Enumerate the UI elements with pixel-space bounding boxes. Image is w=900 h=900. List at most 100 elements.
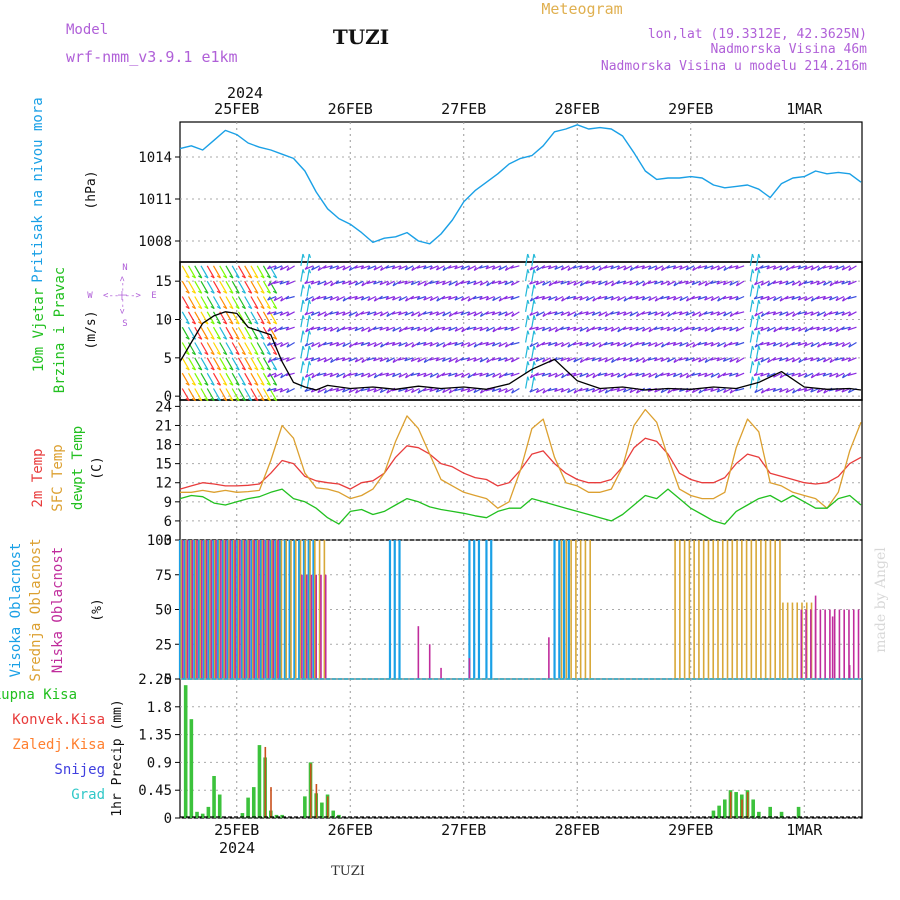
- wind-arrow-head: [266, 310, 271, 315]
- wind-arrow-head: [772, 311, 777, 316]
- wind-arrow: [766, 341, 776, 346]
- wind-arrow-head: [604, 372, 608, 377]
- wind-arrow: [485, 387, 495, 392]
- wind-arrow: [336, 265, 345, 270]
- wind-arrow-head: [735, 282, 739, 287]
- wind-arrow: [541, 265, 551, 269]
- wind-arrow-head: [753, 295, 758, 300]
- wind-arrow-head: [835, 373, 839, 378]
- wind-arrow-head: [554, 342, 558, 347]
- wind-arrow-head: [286, 388, 290, 393]
- wind-arrow-head: [222, 306, 228, 310]
- wind-arrow: [767, 326, 776, 332]
- wind-arrow: [466, 280, 476, 285]
- temp-tick-label-5: 18: [155, 438, 172, 454]
- wind-arrow: [698, 357, 707, 363]
- wind-arrow-head: [810, 311, 814, 316]
- wind-arrow: [250, 388, 259, 401]
- wind-arrow-head: [341, 280, 346, 285]
- wind-arrow: [729, 357, 739, 363]
- wind-arrow-head: [380, 266, 384, 271]
- wind-arrow-head: [529, 280, 533, 285]
- wind-arrow-head: [673, 327, 677, 332]
- wind-arrow-head: [266, 382, 271, 386]
- wind-arrow: [673, 295, 682, 301]
- wind-arrow-head: [772, 342, 777, 347]
- wind-arrow-head: [816, 388, 820, 393]
- wind-arrow: [623, 280, 632, 285]
- wind-arrow: [250, 311, 259, 325]
- wind-arrow: [561, 265, 570, 271]
- wind-arrow: [485, 372, 495, 378]
- wind-arrow: [673, 326, 682, 332]
- wind-arrow-head: [779, 388, 783, 393]
- wind-arrow: [529, 387, 539, 393]
- wind-arrow-head: [654, 266, 658, 271]
- wind-tick-label-0: 0: [164, 389, 172, 405]
- wind-arrow: [200, 388, 209, 401]
- coordinates: lon,lat (19.3312E, 42.3625N): [648, 27, 867, 42]
- wind-arrow-head: [210, 321, 215, 325]
- wind-arrow-head: [510, 296, 514, 300]
- wind-arrow-head: [660, 357, 664, 362]
- wind-arrow: [244, 357, 253, 371]
- wind-arrow-head: [542, 389, 546, 394]
- wind-arrow-head: [785, 281, 789, 286]
- wind-arrow: [735, 372, 745, 378]
- wind-arrow-head: [766, 327, 771, 332]
- wind-arrow: [660, 295, 670, 300]
- wind-arrow-head: [429, 328, 434, 333]
- wind-arrow: [797, 311, 807, 315]
- compass-vertical: <--|-->: [118, 275, 128, 314]
- wind-arrow-head: [216, 352, 221, 356]
- wind-arrow: [231, 265, 240, 279]
- wind-arrow-head: [533, 299, 536, 304]
- wind-arrow: [342, 357, 352, 362]
- wind-arrow: [525, 376, 529, 389]
- wind-arrow: [679, 280, 689, 285]
- wind-arrow-head: [497, 357, 502, 362]
- wind-arrow-head: [785, 357, 789, 362]
- precip-ticks: 00.450.91.351.82.25: [138, 672, 862, 827]
- wind-arrow-head: [348, 388, 352, 393]
- wind-arrow-head: [460, 388, 465, 392]
- wind-arrow-head: [797, 342, 802, 346]
- wind-arrow: [766, 372, 776, 378]
- wind-arrow-head: [266, 275, 271, 279]
- wind-arrow: [598, 326, 607, 331]
- wind-arrow-head: [435, 388, 440, 393]
- wind-arrow: [591, 280, 601, 285]
- wind-arrow: [798, 372, 807, 378]
- wind-arrow: [710, 372, 720, 378]
- wind-arrow-head: [641, 265, 646, 270]
- wind-arrow: [262, 388, 271, 401]
- wind-arrow: [773, 265, 782, 270]
- wind-arrow-head: [361, 358, 365, 363]
- wind-arrow: [504, 326, 514, 331]
- wind-arrow: [256, 296, 265, 309]
- wind-arrow-head: [585, 342, 589, 347]
- wind-arrow-head: [758, 315, 761, 320]
- pressure-tick-label-2: 1014: [138, 150, 172, 166]
- wind-arrow: [531, 315, 535, 328]
- wind-arrow: [685, 265, 695, 271]
- wind-arrow: [285, 295, 295, 300]
- wind-arrow-head: [579, 327, 583, 332]
- wind-arrow-head: [410, 281, 415, 286]
- wind-arrow: [648, 295, 657, 302]
- wind-arrow: [348, 357, 358, 362]
- wind-arrow: [219, 372, 228, 386]
- wind-arrow-head: [710, 342, 714, 347]
- wind-arrow-head: [423, 373, 427, 378]
- wind-arrow-head: [835, 265, 839, 270]
- wind-arrow: [262, 311, 271, 325]
- wind-arrow-head: [697, 341, 702, 346]
- wind-arrow-head: [498, 388, 502, 393]
- wind-arrow-head: [304, 265, 309, 270]
- wind-arrow: [685, 326, 695, 331]
- temp-ylabel-dew: dewpt Temp: [70, 426, 86, 510]
- wind-arrow-head: [735, 296, 739, 301]
- wind-arrow-head: [304, 342, 309, 347]
- wind-arrow-head: [323, 327, 327, 332]
